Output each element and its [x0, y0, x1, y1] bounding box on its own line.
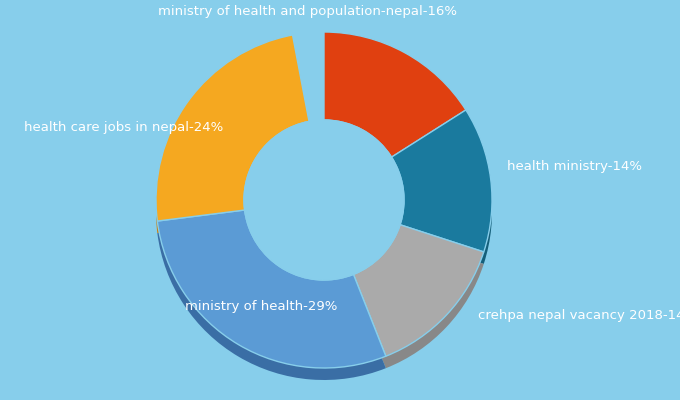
Text: ministry of health and population-nepal-16%: ministry of health and population-nepal-… — [158, 6, 458, 18]
Text: health ministry-14%: health ministry-14% — [507, 160, 642, 174]
Circle shape — [244, 132, 404, 292]
Wedge shape — [354, 225, 483, 356]
Text: crehpa nepal vacancy 2018-14%: crehpa nepal vacancy 2018-14% — [479, 308, 680, 322]
Text: ministry of health-29%: ministry of health-29% — [185, 300, 337, 313]
Text: health care jobs in nepal-24%: health care jobs in nepal-24% — [24, 121, 224, 134]
Wedge shape — [157, 210, 386, 368]
Wedge shape — [157, 222, 386, 380]
Wedge shape — [392, 110, 492, 252]
Wedge shape — [324, 32, 466, 157]
Wedge shape — [156, 47, 309, 233]
Wedge shape — [324, 44, 466, 169]
Wedge shape — [392, 122, 492, 264]
Wedge shape — [354, 237, 483, 368]
Wedge shape — [156, 35, 309, 221]
Circle shape — [244, 120, 404, 280]
